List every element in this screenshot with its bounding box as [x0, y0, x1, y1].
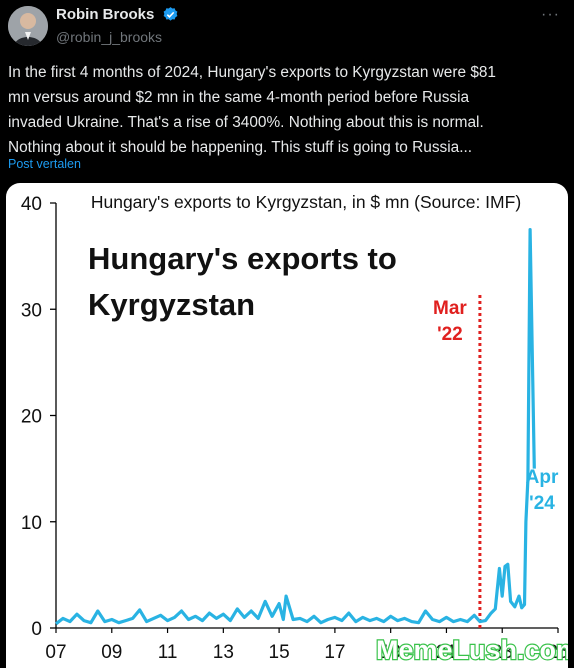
author-handle[interactable]: @robin_j_brooks [56, 29, 163, 45]
x-tick-label: 09 [101, 642, 122, 663]
more-options-icon[interactable]: ··· [541, 6, 560, 23]
end-label-month: Apr [526, 467, 559, 488]
y-tick-label: 20 [21, 407, 42, 428]
marker-label-month: Mar [433, 298, 467, 319]
y-tick-label: 40 [21, 194, 42, 215]
chart-title: Hungary's exports to Kyrgyzstan, in $ mn… [91, 192, 521, 212]
x-tick-label: 25 [547, 642, 568, 663]
line-chart: 0 10 20 30 40 07 09 11 13 15 17 19 21 23 25 Hungary's e… [21, 192, 568, 666]
chart-big-title-line-1: Hungary's exports to [88, 241, 397, 276]
marker-label-year: '22 [437, 324, 463, 345]
x-tick-label: 17 [324, 642, 345, 663]
verified-badge-icon [163, 7, 178, 21]
tweet-header: Robin Brooks @robin_j_brooks ··· [8, 4, 566, 48]
avatar-portrait-icon [8, 6, 48, 46]
x-tick-label: 19 [380, 642, 401, 663]
x-tick-label: 13 [213, 642, 234, 663]
watermark-logo: MemeLush.com [376, 635, 568, 665]
avatar[interactable] [8, 6, 48, 46]
end-label-year: '24 [529, 493, 555, 514]
x-tick-label: 21 [436, 642, 457, 663]
tweet-text: In the first 4 months of 2024, Hungary's… [8, 64, 496, 156]
x-tick-label: 07 [45, 642, 66, 663]
tweet-media-chart[interactable]: 0 10 20 30 40 07 09 11 13 15 17 19 21 23 25 Hungary's e… [6, 183, 568, 668]
y-tick-label: 10 [21, 513, 42, 534]
x-tick-label: 15 [269, 642, 290, 663]
y-tick-label: 30 [21, 300, 42, 321]
chart-big-title-line-2: Kyrgyzstan [88, 287, 255, 322]
series-line [55, 227, 536, 626]
x-tick-label: 11 [158, 642, 178, 663]
translate-link[interactable]: Post vertalen [8, 157, 81, 171]
y-tick-label: 0 [31, 619, 42, 640]
x-tick-label: 23 [492, 642, 513, 663]
author-name[interactable]: Robin Brooks [56, 6, 155, 24]
